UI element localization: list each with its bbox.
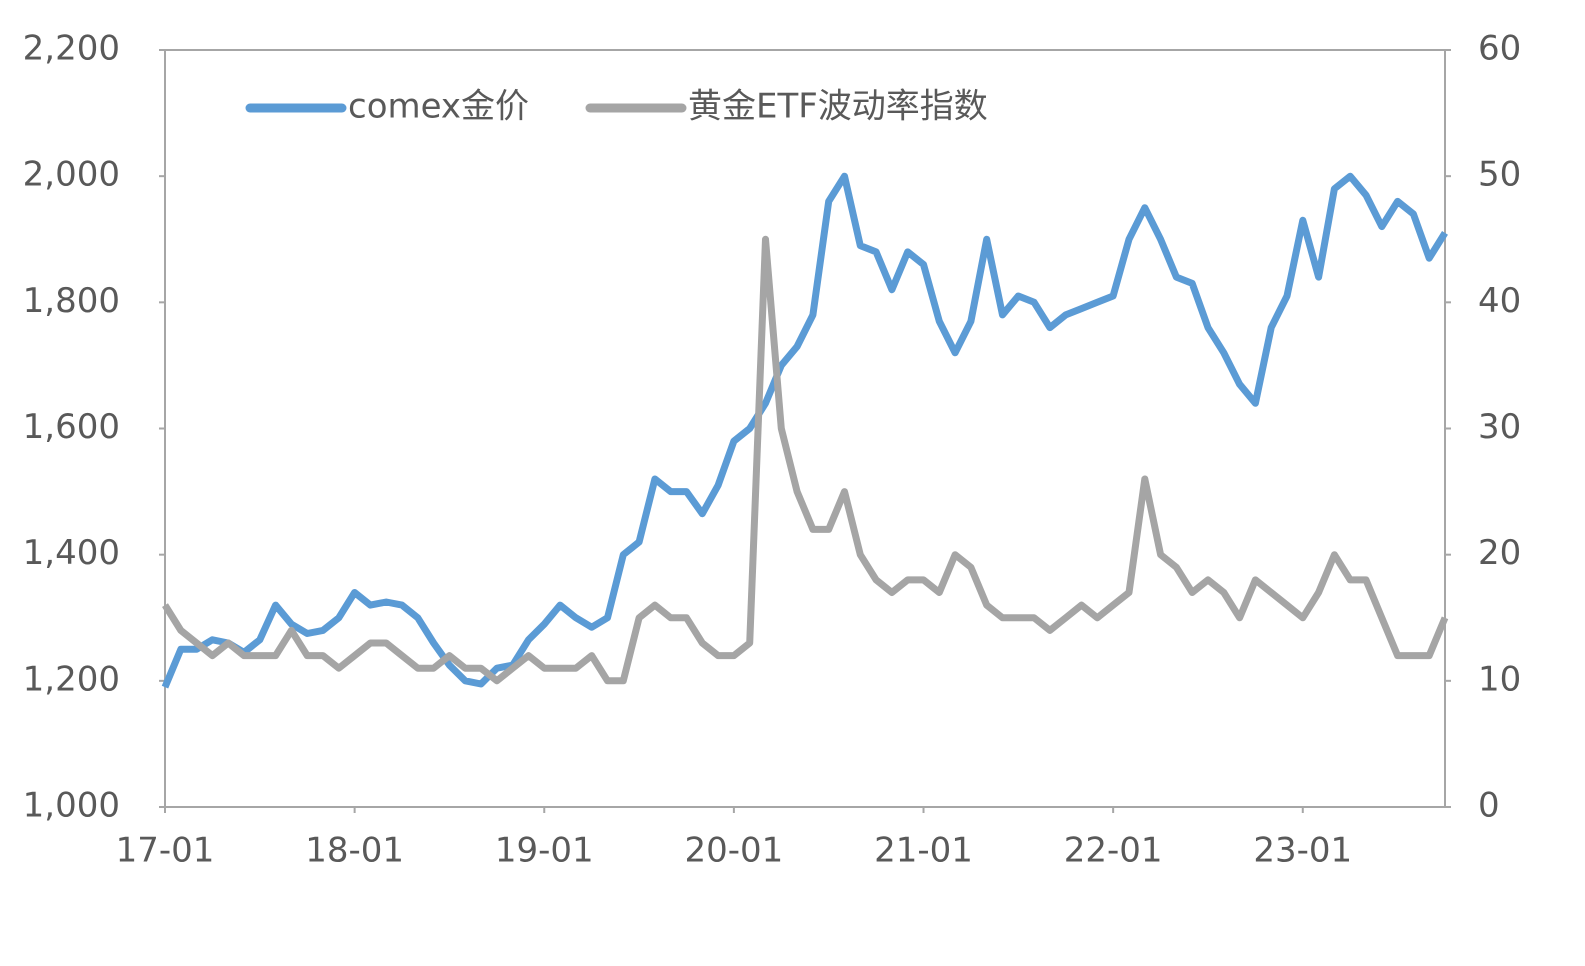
x-tick-label: 23-01	[1253, 831, 1352, 871]
y-tick-label: 1,400	[23, 533, 120, 573]
legend-label: 黄金ETF波动率指数	[688, 87, 988, 127]
y2-tick-label: 20	[1478, 533, 1521, 573]
x-tick-label: 17-01	[116, 831, 215, 871]
y2-tick-label: 10	[1478, 659, 1521, 699]
y2-tick-label: 50	[1478, 155, 1521, 195]
series-line	[161, 172, 1448, 689]
y2-tick-label: 40	[1478, 281, 1521, 321]
y2-tick-label: 30	[1478, 407, 1521, 447]
y2-tick-label: 0	[1478, 786, 1500, 826]
legend-label: comex金价	[348, 87, 529, 127]
x-tick-label: 20-01	[684, 831, 783, 871]
y-tick-label: 2,000	[23, 155, 120, 195]
x-tick-label: 22-01	[1064, 831, 1163, 871]
y-tick-label: 1,800	[23, 281, 120, 321]
y-tick-label: 2,200	[23, 29, 120, 69]
y2-tick-label: 60	[1478, 29, 1521, 69]
y-tick-label: 1,600	[23, 407, 120, 447]
x-tick-label: 21-01	[874, 831, 973, 871]
plot-frame	[164, 49, 1446, 808]
series-line	[162, 235, 1449, 685]
y-tick-label: 1,000	[23, 786, 120, 826]
y-tick-label: 1,200	[23, 659, 120, 699]
x-tick-label: 18-01	[305, 831, 404, 871]
x-tick-label: 19-01	[495, 831, 594, 871]
